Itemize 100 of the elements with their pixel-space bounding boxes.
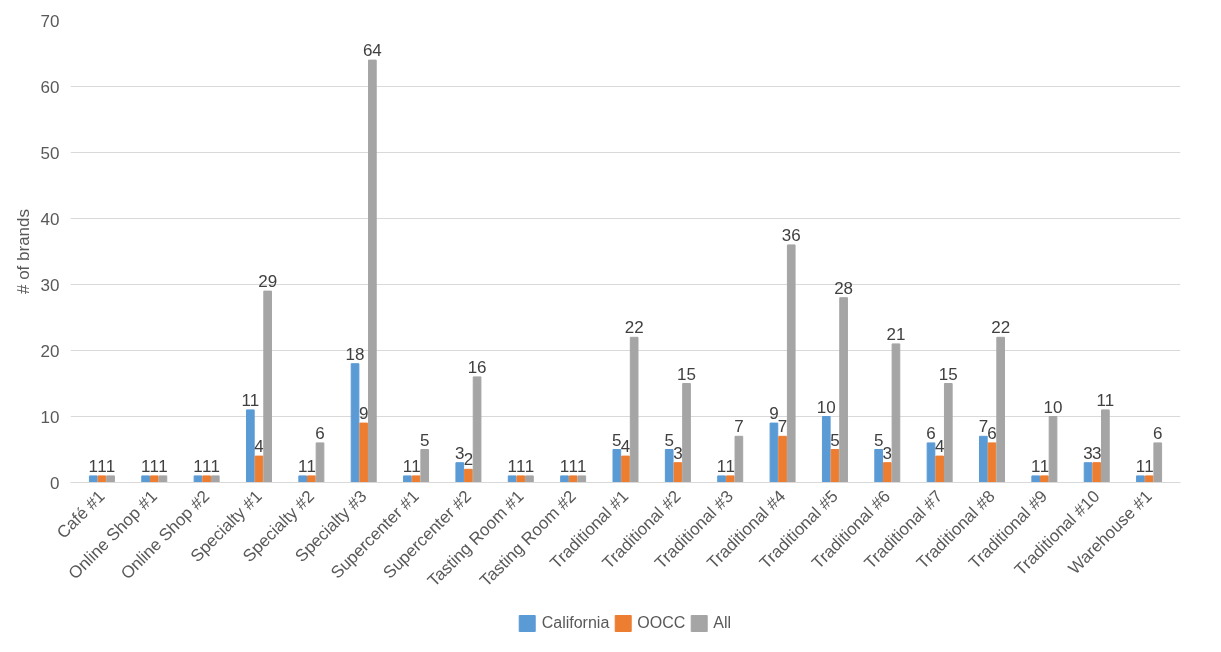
bar [629,336,639,483]
bar [315,442,325,483]
bar [769,422,779,483]
data-label: 10 [1043,397,1063,417]
bar [839,297,848,483]
data-label: 1 [568,456,578,476]
data-label: 21 [886,324,906,344]
data-label: 1 [516,456,526,476]
data-label: 1 [306,456,317,476]
bar [158,475,168,483]
bar [621,455,630,483]
data-label: 11 [241,390,260,410]
y-tick-label: 60 [40,77,60,97]
bar [725,475,735,483]
data-label: 4 [620,437,631,457]
bar [368,59,377,483]
bar [411,475,421,483]
bar [263,290,272,483]
bar [245,409,255,483]
legend-label: All [713,613,733,632]
bar [350,363,360,483]
data-label: 5 [664,430,674,450]
data-label: 1 [559,456,570,476]
bar [943,383,953,483]
bar [577,475,587,483]
data-label: 7 [734,417,744,437]
data-label: 1 [97,456,107,476]
bar [210,475,220,483]
bar [1048,416,1058,483]
data-label: 4 [934,437,945,457]
bar [403,475,412,483]
data-label: 18 [345,344,365,364]
bar [97,475,107,483]
y-tick-label: 50 [40,143,60,163]
bar [464,468,473,483]
bar [472,376,482,483]
y-axis-title: # of brands [13,208,33,295]
data-label: 36 [781,225,801,245]
data-label: 3 [1092,443,1102,463]
bar [149,475,159,483]
bar [926,442,936,483]
y-tick-label: 30 [40,275,60,295]
data-label: 1 [577,456,587,476]
data-label: 1 [149,456,160,476]
bar [830,449,840,483]
data-label: 1 [158,456,168,476]
bar [568,475,578,483]
data-label: 1 [105,456,116,476]
data-label: 15 [938,364,958,384]
bar [516,475,526,483]
bar [525,475,534,483]
data-label: 1 [1030,456,1041,476]
bar [455,462,465,483]
bar [1101,409,1110,483]
bar [935,455,944,483]
data-label: 1 [297,456,308,476]
data-label: 5 [830,430,840,450]
bar [307,475,316,483]
data-label: 29 [258,272,278,292]
data-label: 5 [420,430,430,450]
data-label: 22 [991,318,1011,338]
bar [1144,475,1154,483]
bar [1092,462,1102,483]
data-label: 16 [467,357,487,377]
bar [996,336,1006,483]
bar [420,449,430,483]
data-label: 3 [455,443,465,463]
data-label: 5 [873,430,884,450]
data-label: 9 [358,404,369,424]
bar [734,435,744,483]
bar [882,462,892,483]
data-label: 7 [777,417,788,437]
data-label: 10 [816,397,836,417]
bar [1153,442,1163,483]
y-tick-label: 70 [40,11,60,31]
bar [88,475,98,483]
data-label: 3 [673,443,683,463]
bar [560,475,569,483]
data-label: 6 [1153,423,1163,443]
data-label: 3 [882,443,893,463]
y-tick-label: 0 [50,473,60,493]
bar [254,455,264,483]
data-label: 6 [315,423,325,443]
bar [106,475,115,483]
data-label: 1 [140,456,151,476]
bar [1040,475,1049,483]
y-tick-label: 10 [40,407,60,427]
bar [682,383,691,483]
y-tick-label: 20 [40,341,60,361]
bar [874,449,883,483]
bar [987,442,997,483]
data-label: 64 [362,41,382,61]
data-label: 1 [201,456,212,476]
bar [891,343,901,483]
data-label: 1 [1039,456,1050,476]
data-label: 6 [926,423,936,443]
data-label: 1 [210,456,221,476]
data-label: 1 [193,456,203,476]
data-label: 1 [88,456,98,476]
legend-label: California [541,613,610,632]
